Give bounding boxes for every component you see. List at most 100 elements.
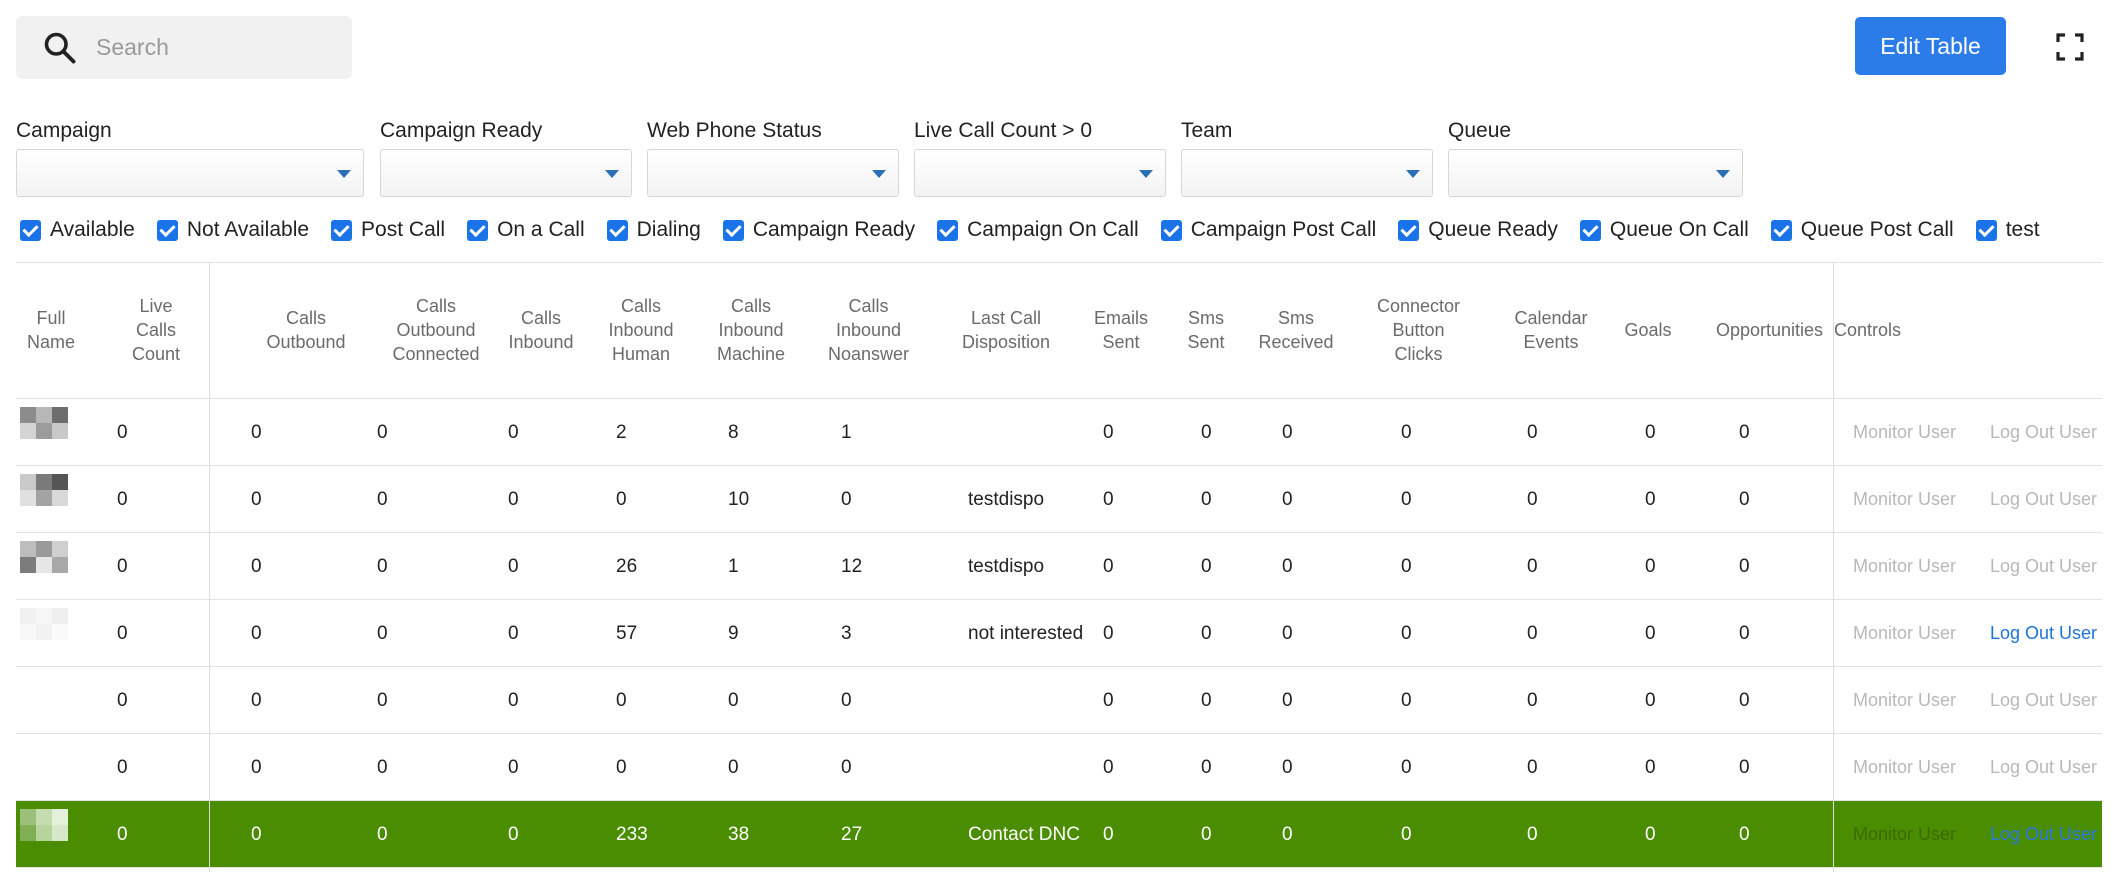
checkbox-checked-icon[interactable] xyxy=(1770,219,1792,241)
row-divider xyxy=(16,800,2102,801)
column-header-calendar-events[interactable]: Calendar Events xyxy=(1486,262,1616,398)
check-campaign-post-call[interactable]: Campaign Post Call xyxy=(1160,218,1376,242)
table-row[interactable]: 0 0 0 0 233 38 27 Contact DNC 0 0 0 0 0 0 0 Monitor Use… xyxy=(16,801,2102,868)
cell-calls-inbound-noanswer: 0 xyxy=(841,689,852,711)
column-header-calls-outbound-connected[interactable]: Calls Outbound Connected xyxy=(366,262,506,398)
search-box[interactable] xyxy=(16,16,352,79)
checkbox-checked-icon[interactable] xyxy=(722,219,744,241)
log-out-user-button[interactable]: Log Out User xyxy=(1990,690,2098,710)
column-header-goals[interactable]: Goals xyxy=(1614,262,1682,398)
log-out-user-button[interactable]: Log Out User xyxy=(1990,824,2098,844)
team-select[interactable] xyxy=(1181,149,1433,197)
checkbox-checked-icon[interactable] xyxy=(1160,219,1182,241)
checkbox-checked-icon[interactable] xyxy=(1579,219,1601,241)
table-row[interactable]: 0 0 0 0 57 9 3 not interested 0 0 0 0 0 0 0 Monitor Use… xyxy=(16,600,2102,667)
table-row[interactable]: 0 0 0 0 2 8 1 0 0 0 0 0 0 0 Monitor User Log Out User xyxy=(16,399,2102,466)
cell-goals: 0 xyxy=(1645,689,1656,711)
web-phone-status-select[interactable] xyxy=(647,149,899,197)
cell-last-call-disposition: testdispo xyxy=(968,555,1045,577)
column-header-controls[interactable]: Controls xyxy=(1834,262,1934,398)
column-header-calls-inbound-human[interactable]: Calls Inbound Human xyxy=(581,262,701,398)
check-dialing[interactable]: Dialing xyxy=(606,218,701,242)
column-header-sms-received[interactable]: Sms Received xyxy=(1246,262,1346,398)
column-header-connector-button-clicks[interactable]: Connector Button Clicks xyxy=(1356,262,1481,398)
check-available[interactable]: Available xyxy=(20,218,135,242)
column-header-sms-sent[interactable]: Sms Sent xyxy=(1171,262,1241,398)
checkbox-checked-icon[interactable] xyxy=(1975,219,1997,241)
check-queue-ready[interactable]: Queue Ready xyxy=(1398,218,1558,242)
agents-table: 0 0 0 0 2 8 1 0 0 0 0 0 0 0 Monitor User Log Out User 0 0… xyxy=(16,262,2102,872)
avatar-pixel xyxy=(36,474,52,490)
column-header-live-calls-count[interactable]: Live Calls Count xyxy=(96,262,216,398)
checkbox-label: Available xyxy=(50,218,135,241)
column-header-emails-sent[interactable]: Emails Sent xyxy=(1081,262,1161,398)
log-out-user-button[interactable]: Log Out User xyxy=(1990,422,2098,442)
check-campaign-ready[interactable]: Campaign Ready xyxy=(722,218,916,242)
campaign-select[interactable] xyxy=(16,149,364,197)
checkbox-checked-icon[interactable] xyxy=(1398,219,1420,241)
avatar-pixel xyxy=(36,407,52,423)
column-header-full-name[interactable]: Full Name xyxy=(16,262,86,398)
cell-calls-outbound: 0 xyxy=(251,421,262,443)
avatar-pixel xyxy=(20,474,36,490)
table-row[interactable]: 0 0 0 0 0 10 0 testdispo 0 0 0 0 0 0 0 Monitor User Log … xyxy=(16,466,2102,533)
column-header-label: Emails Sent xyxy=(1093,308,1148,352)
checkbox-checked-icon[interactable] xyxy=(20,219,41,241)
cell-calendar-events: 0 xyxy=(1527,488,1538,510)
monitor-user-button[interactable]: Monitor User xyxy=(1853,757,1957,777)
monitor-user-button[interactable]: Monitor User xyxy=(1853,489,1957,509)
table-row[interactable]: 0 0 0 0 0 0 0 0 0 0 0 0 0 0 Monitor User Log Out User xyxy=(16,734,2102,801)
cell-sms-sent: 0 xyxy=(1201,756,1212,778)
cell-calendar-events: 0 xyxy=(1527,555,1538,577)
checkbox-checked-icon[interactable] xyxy=(606,219,628,241)
checkbox-label: Campaign Ready xyxy=(752,218,916,241)
chevron-down-icon xyxy=(1139,170,1153,178)
check-post-call[interactable]: Post Call xyxy=(331,218,445,242)
check-queue-on-call[interactable]: Queue On Call xyxy=(1579,218,1749,242)
check-queue-post-call[interactable]: Queue Post Call xyxy=(1770,218,1954,242)
column-header-calls-inbound-machine[interactable]: Calls Inbound Machine xyxy=(691,262,811,398)
monitor-user-button[interactable]: Monitor User xyxy=(1853,422,1957,442)
column-header-calls-outbound[interactable]: Calls Outbound xyxy=(236,262,376,398)
check-test[interactable]: test xyxy=(1975,218,2040,242)
cell-sms-sent: 0 xyxy=(1201,555,1212,577)
check-campaign-on-call[interactable]: Campaign On Call xyxy=(937,218,1139,242)
column-header-calls-inbound-noanswer[interactable]: Calls Inbound Noanswer xyxy=(806,262,931,398)
checkbox-checked-icon[interactable] xyxy=(937,219,959,241)
column-header-opportunities[interactable]: Opportunities xyxy=(1716,262,1831,398)
check-on-a-call[interactable]: On a Call xyxy=(467,218,585,242)
queue-select[interactable] xyxy=(1448,149,1743,197)
avatar-pixel xyxy=(36,758,52,774)
table-row[interactable]: 0 0 0 0 0 0 0 0 0 0 0 0 0 0 Monitor User Log Out User xyxy=(16,667,2102,734)
monitor-user-button[interactable]: Monitor User xyxy=(1853,623,1957,643)
checkbox-checked-icon[interactable] xyxy=(467,219,489,241)
monitor-user-button[interactable]: Monitor User xyxy=(1853,690,1957,710)
search-input[interactable] xyxy=(96,34,336,61)
column-header-calls-inbound[interactable]: Calls Inbound xyxy=(486,262,596,398)
cell-connector-button-clicks: 0 xyxy=(1401,488,1412,510)
monitor-user-button[interactable]: Monitor User xyxy=(1853,556,1957,576)
avatar-pixel xyxy=(52,541,68,557)
cell-calls-outbound-connected: 0 xyxy=(377,823,388,845)
log-out-user-button[interactable]: Log Out User xyxy=(1990,757,2098,777)
avatar-pixel xyxy=(36,423,52,439)
avatar-pixel xyxy=(52,474,68,490)
filter-web-phone-status: Web Phone Status xyxy=(647,117,899,197)
avatar-pixel xyxy=(36,742,52,758)
log-out-user-button[interactable]: Log Out User xyxy=(1990,556,2098,576)
column-header-label: Calls Inbound xyxy=(508,308,574,352)
controls-column-divider xyxy=(1833,262,1834,872)
campaign-ready-select[interactable] xyxy=(380,149,632,197)
edit-table-button[interactable]: Edit Table xyxy=(1855,17,2006,75)
cell-live-calls-count: 0 xyxy=(117,622,128,644)
fullscreen-icon[interactable] xyxy=(2056,33,2084,61)
log-out-user-button[interactable]: Log Out User xyxy=(1990,623,2098,643)
checkbox-checked-icon[interactable] xyxy=(331,219,353,241)
monitor-user-button[interactable]: Monitor User xyxy=(1853,824,1957,844)
checkbox-checked-icon[interactable] xyxy=(156,219,178,241)
column-header-last-call-disposition[interactable]: Last Call Disposition xyxy=(936,262,1076,398)
check-not-available[interactable]: Not Available xyxy=(156,218,309,242)
log-out-user-button[interactable]: Log Out User xyxy=(1990,489,2098,509)
table-row[interactable]: 0 0 0 0 26 1 12 testdispo 0 0 0 0 0 0 0 Monitor User Log… xyxy=(16,533,2102,600)
live-call-count-select[interactable] xyxy=(914,149,1166,197)
